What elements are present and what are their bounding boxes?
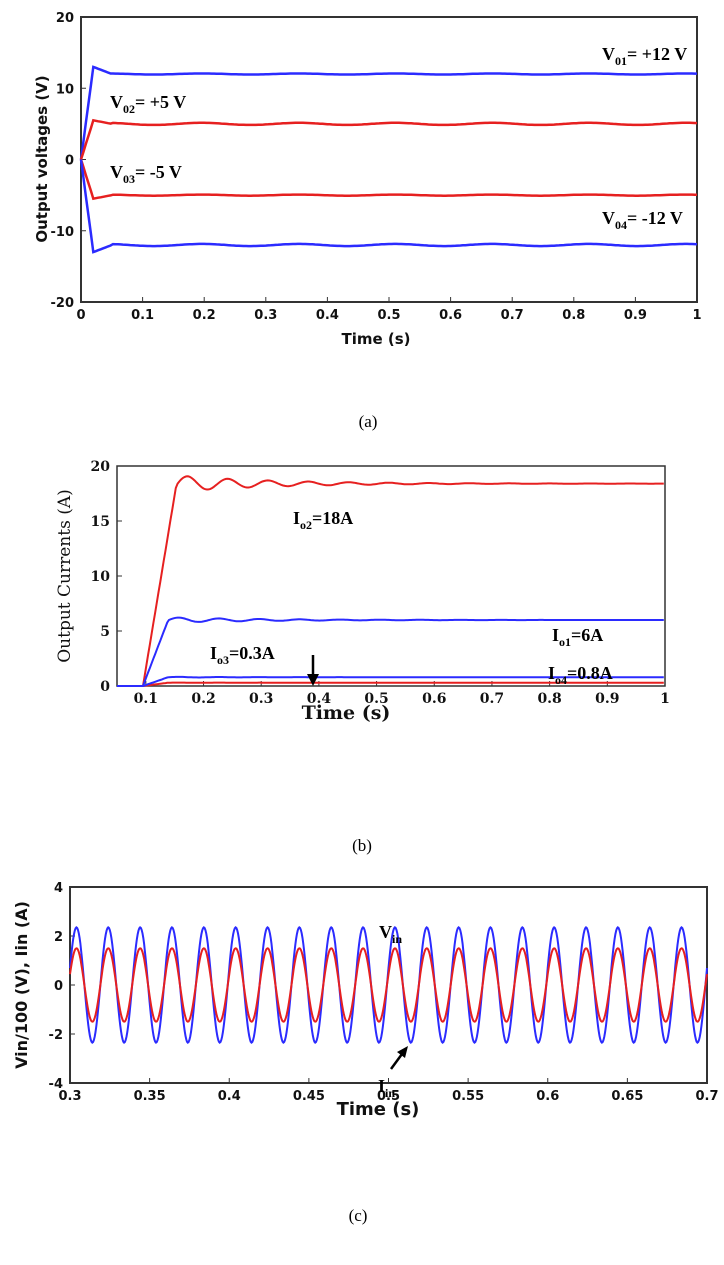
x-tick-label: 0.3 bbox=[254, 308, 277, 323]
y-tick-label: 4 bbox=[54, 881, 63, 896]
x-tick-label: 0.9 bbox=[595, 691, 619, 707]
x-tick-label: 1 bbox=[660, 691, 670, 707]
y-ticks-c: 4 2 0 -2 -4 bbox=[49, 881, 75, 1092]
y-tick-label: -2 bbox=[49, 1028, 63, 1043]
series-line-o1 bbox=[117, 616, 664, 687]
x-ticks-c: 0.3 0.35 0.4 0.45 0.5 0.55 0.6 0.65 0.7 bbox=[58, 1078, 719, 1104]
series-line-o4 bbox=[117, 675, 664, 687]
y-ticks-a: 20 10 0 -10 -20 bbox=[51, 11, 86, 311]
caption-a: (a) bbox=[359, 412, 378, 431]
panel-c: 0.3 0.35 0.4 0.45 0.5 0.55 0.6 0.65 0.7 420-2-4 … bbox=[12, 881, 719, 1225]
x-tick-label: 0.7 bbox=[501, 308, 524, 323]
x-tick-label: 0.45 bbox=[293, 1089, 325, 1104]
label-v01: V01= +12 V bbox=[602, 44, 687, 68]
x-ticks-a: 0 0.1 0.2 0.3 0.4 0.5 0.6 0.7 0.8 0.9 1 bbox=[76, 297, 702, 323]
label-io1: Io1=6A bbox=[552, 625, 603, 649]
series-line-Iin bbox=[69, 947, 708, 1023]
x-tick-label: 0.3 bbox=[58, 1089, 81, 1104]
x-tick-label: 0.6 bbox=[439, 308, 462, 323]
panel-b: 0.1 0.2 0.3 0.4 0.5 0.6 0.7 0.8 0.9 1 20 15 10 5 0 Ti… bbox=[55, 459, 670, 855]
x-axis-label-a: Time (s) bbox=[341, 330, 410, 348]
plot-frame-c bbox=[69, 886, 708, 1084]
y-tick-label: -4 bbox=[49, 1077, 63, 1092]
label-v02: V02= +5 V bbox=[110, 92, 186, 116]
plot-frame-a bbox=[80, 16, 698, 303]
x-tick-label: 0.1 bbox=[131, 308, 154, 323]
caption-c: (c) bbox=[349, 1206, 368, 1225]
y-tick-label: 20 bbox=[56, 11, 74, 26]
label-v04: V04= -12 V bbox=[602, 208, 683, 232]
x-ticks-b: 0.1 0.2 0.3 0.4 0.5 0.6 0.7 0.8 0.9 1 bbox=[134, 681, 670, 707]
series-lines-b bbox=[117, 475, 664, 687]
x-tick-label: 0 bbox=[76, 308, 85, 323]
y-tick-label: 0 bbox=[65, 154, 74, 169]
series-line-02 bbox=[79, 118, 698, 160]
y-tick-label: 15 bbox=[91, 514, 110, 530]
series-line-03 bbox=[79, 159, 697, 201]
series-line-o3 bbox=[117, 681, 664, 687]
y-tick-label: 20 bbox=[91, 459, 111, 475]
y-tick-label: 0 bbox=[54, 979, 63, 994]
series-line-01 bbox=[79, 65, 697, 160]
x-tick-label: 0.6 bbox=[536, 1089, 559, 1104]
arrow-iin bbox=[389, 1046, 408, 1070]
x-tick-label: 0.3 bbox=[249, 691, 273, 707]
label-io3: Io3=0.3A bbox=[210, 643, 275, 667]
label-v03: V03= -5 V bbox=[110, 162, 182, 186]
series-line-04 bbox=[79, 159, 698, 254]
x-tick-label: 0.4 bbox=[218, 1089, 241, 1104]
x-tick-label: 0.5 bbox=[364, 691, 388, 707]
y-axis-label-b: Output Currents (A) bbox=[55, 489, 75, 663]
y-axis-label-a: Output voltages (V) bbox=[33, 75, 51, 242]
x-tick-label: 0.9 bbox=[624, 308, 647, 323]
x-tick-label: 0.5 bbox=[377, 308, 400, 323]
panel-a: 0 0.1 0.2 0.3 0.4 0.5 0.6 0.7 0.8 0.9 1 20 10 0 -10 -2… bbox=[33, 11, 702, 431]
x-axis-label-b: Time (s) bbox=[302, 702, 391, 724]
y-tick-label: 10 bbox=[91, 569, 111, 585]
x-tick-label: 0.7 bbox=[480, 691, 504, 707]
x-tick-label: 0.5 bbox=[377, 1089, 400, 1104]
y-ticks-b: 20 15 10 5 0 bbox=[91, 459, 122, 695]
x-tick-label: 0.65 bbox=[611, 1089, 643, 1104]
series-lines-c bbox=[69, 926, 708, 1044]
x-tick-label: 0.35 bbox=[134, 1089, 166, 1104]
plot-frame-b bbox=[116, 465, 666, 687]
x-tick-label: 0.4 bbox=[316, 308, 339, 323]
y-tick-label: -10 bbox=[51, 225, 75, 240]
y-tick-label: 0 bbox=[100, 679, 110, 695]
y-axis-label-c: Vin/100 (V), Iin (A) bbox=[12, 901, 31, 1069]
y-tick-label: 10 bbox=[56, 82, 74, 97]
x-tick-label: 0.2 bbox=[191, 691, 215, 707]
x-tick-label: 0.2 bbox=[193, 308, 216, 323]
arrow-io3 bbox=[307, 655, 319, 686]
label-iin: Iin bbox=[378, 1076, 395, 1100]
y-tick-label: 2 bbox=[54, 930, 63, 945]
label-vin: Vin bbox=[379, 922, 402, 946]
label-io4: Io4=0.8A bbox=[548, 663, 613, 687]
y-tick-label: 5 bbox=[100, 624, 110, 640]
y-tick-label: -20 bbox=[51, 296, 75, 311]
series-lines-a bbox=[79, 65, 698, 254]
x-tick-label: 0.6 bbox=[422, 691, 446, 707]
x-tick-label: 0.4 bbox=[307, 691, 332, 707]
x-axis-label-c: Time (s) bbox=[337, 1099, 420, 1120]
x-tick-label: 0.8 bbox=[537, 691, 561, 707]
x-tick-label: 1 bbox=[692, 308, 701, 323]
label-io2: Io2=18A bbox=[293, 508, 353, 532]
caption-b: (b) bbox=[352, 836, 372, 855]
x-tick-label: 0.8 bbox=[562, 308, 585, 323]
series-line-o2 bbox=[117, 475, 664, 687]
x-tick-label: 0.55 bbox=[452, 1089, 484, 1104]
x-tick-label: 0.7 bbox=[695, 1089, 718, 1104]
x-tick-label: 0.1 bbox=[134, 691, 158, 707]
